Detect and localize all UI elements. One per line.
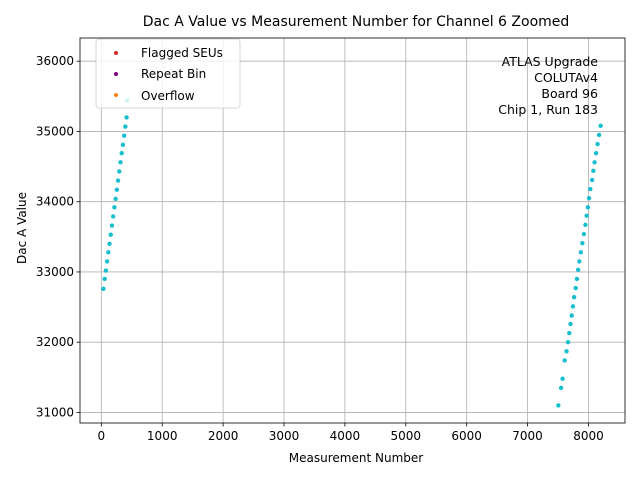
data-point (567, 330, 572, 336)
data-point (564, 349, 569, 354)
data-point (110, 214, 116, 219)
data-point (584, 213, 589, 218)
data-point (569, 313, 574, 318)
data-point (103, 268, 109, 273)
data-point (106, 250, 111, 255)
data-point (577, 259, 582, 264)
data-point (570, 304, 576, 309)
y-tick-label: 33000 (36, 265, 74, 279)
axes-frame (79, 37, 626, 424)
data-point (596, 132, 602, 138)
data-point (593, 151, 599, 156)
x-tick-label: 6000 (451, 429, 482, 443)
x-tick-label: 8000 (573, 429, 604, 443)
x-tick-label: 3000 (269, 429, 300, 443)
data-point (595, 141, 600, 147)
data-point (117, 169, 122, 174)
points-layer (101, 98, 603, 408)
legend-label-flagged-seus: Flagged SEUs (141, 46, 223, 60)
data-point (108, 232, 113, 237)
legend: Flagged SEUs Repeat Bin Overflow (95, 38, 241, 109)
data-point (119, 151, 124, 156)
data-point (588, 186, 593, 192)
run-annotation: ATLAS Upgrade COLUTAv4 Board 96 Chip 1, … (498, 54, 598, 117)
data-point (121, 133, 127, 138)
data-point (580, 240, 585, 246)
data-point (107, 241, 112, 247)
data-point (598, 123, 603, 129)
annotation-line-3: Board 96 (541, 86, 598, 101)
data-point (574, 276, 580, 282)
x-axis-label: Measurement Number (289, 451, 423, 465)
y-axis-label: Dac A Value (15, 192, 29, 264)
data-point (109, 223, 115, 228)
data-point (592, 160, 597, 165)
data-point (568, 321, 573, 327)
data-point (124, 115, 129, 120)
data-point (120, 142, 126, 147)
legend-label-repeat-bin: Repeat Bin (141, 67, 206, 81)
data-point (573, 285, 578, 291)
x-tick-label: 5000 (391, 429, 422, 443)
y-tick-label: 36000 (36, 54, 74, 68)
data-point (562, 358, 567, 363)
legend-label-overflow: Overflow (141, 89, 195, 103)
data-point (556, 403, 561, 408)
data-point (112, 205, 117, 210)
data-point (589, 177, 595, 183)
data-point (114, 187, 120, 192)
data-point (591, 168, 596, 173)
data-point (115, 178, 121, 183)
y-tick-label: 34000 (36, 195, 74, 209)
y-tick-label: 35000 (36, 124, 74, 138)
legend-marker-repeat-bin (114, 72, 118, 76)
data-point (118, 160, 123, 165)
ticks-layer: 0 1000 2000 3000 4000 5000 6000 7000 8000 31000 32… (36, 54, 604, 443)
y-tick-label: 31000 (36, 405, 74, 419)
data-point (102, 276, 107, 282)
legend-marker-overflow (114, 93, 118, 97)
legend-box (95, 38, 241, 109)
annotation-line-1: ATLAS Upgrade (502, 54, 599, 69)
y-tick-label: 32000 (36, 335, 74, 349)
data-point (571, 295, 577, 300)
data-point (585, 205, 591, 210)
legend-marker-flagged-seus (114, 51, 118, 55)
data-point (586, 195, 592, 201)
x-tick-label: 2000 (208, 429, 239, 443)
annotation-line-2: COLUTAv4 (534, 70, 598, 85)
data-point (113, 196, 118, 202)
x-tick-label: 1000 (147, 429, 178, 443)
data-point (101, 286, 106, 292)
data-point (558, 385, 564, 391)
data-point (575, 267, 581, 273)
data-point (104, 259, 110, 264)
x-tick-label: 4000 (330, 429, 361, 443)
data-point (583, 222, 588, 228)
data-point (565, 340, 571, 345)
x-tick-label: 7000 (512, 429, 543, 443)
data-point (578, 250, 584, 255)
data-point (581, 231, 587, 237)
annotation-line-4: Chip 1, Run 183 (498, 102, 598, 117)
chart-title: Dac A Value vs Measurement Number for Ch… (143, 14, 570, 30)
data-point (123, 124, 128, 129)
x-tick-label: 0 (97, 429, 105, 443)
data-point (560, 376, 565, 381)
